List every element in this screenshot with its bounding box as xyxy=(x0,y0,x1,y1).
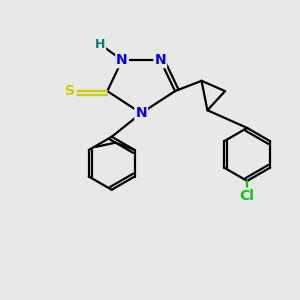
Text: N: N xyxy=(135,106,147,120)
Text: S: S xyxy=(65,84,76,98)
Text: H: H xyxy=(95,38,105,50)
Text: Cl: Cl xyxy=(240,189,255,202)
Text: N: N xyxy=(116,53,128,67)
Text: N: N xyxy=(154,53,166,67)
